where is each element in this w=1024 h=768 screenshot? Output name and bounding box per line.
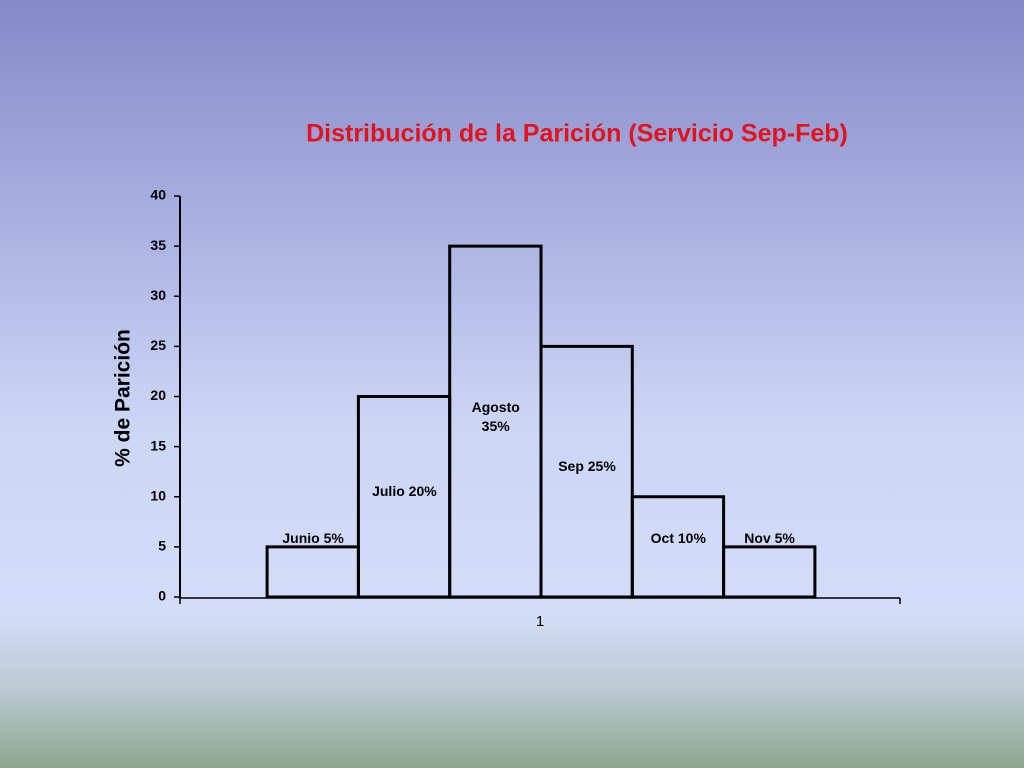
- x-tick-label: 1: [536, 613, 544, 630]
- y-tick-label: 15: [150, 437, 166, 453]
- y-tick-label: 35: [150, 237, 166, 253]
- bar-label: Nov 5%: [744, 529, 795, 546]
- y-tick-label: 10: [150, 487, 166, 503]
- bar-label: Sep 25%: [558, 458, 616, 475]
- y-axis-label: % de Parición: [112, 329, 135, 467]
- y-tick-label: 0: [158, 588, 166, 604]
- bar-label: Agosto 35%: [471, 398, 520, 434]
- bar-label: Julio 20%: [372, 483, 437, 500]
- y-tick-label: 30: [150, 287, 166, 303]
- bar: [265, 545, 360, 599]
- bar: [539, 344, 634, 599]
- chart-title: Distribución de la Parición (Servicio Se…: [306, 120, 848, 148]
- y-tick-label: 40: [150, 187, 166, 203]
- y-tick-label: 25: [150, 337, 166, 353]
- y-tick-label: 5: [158, 538, 166, 554]
- bar: [722, 545, 817, 599]
- y-tick-label: 20: [150, 387, 166, 403]
- bar-label: Junio 5%: [282, 529, 344, 546]
- bar-label: Oct 10%: [650, 529, 706, 546]
